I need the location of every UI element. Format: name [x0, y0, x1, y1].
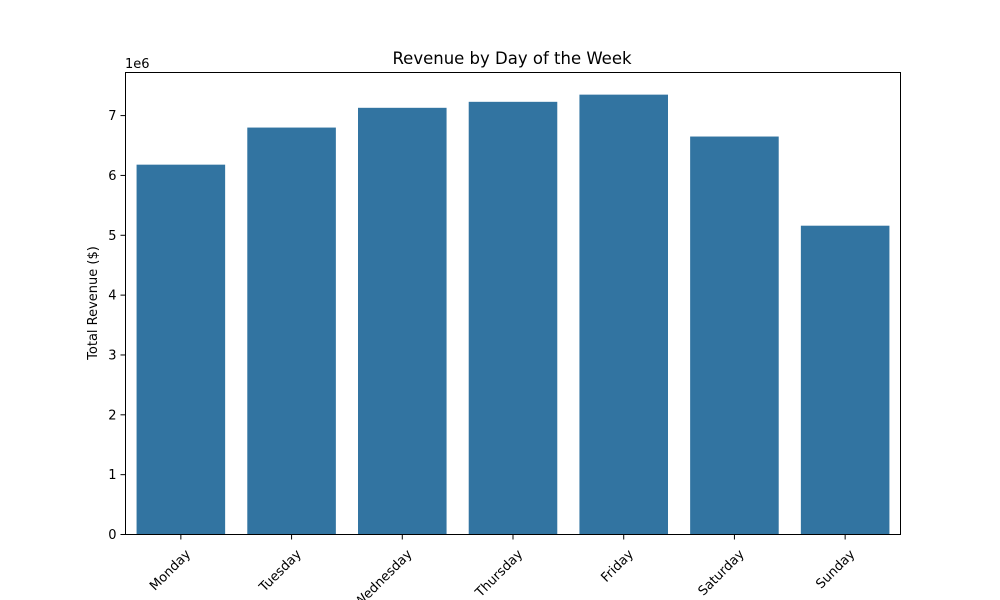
- y-tick-label: 2: [108, 408, 116, 423]
- x-tick-label-sunday: Sunday: [813, 547, 858, 592]
- y-tick-label: 3: [108, 348, 116, 363]
- y-tick-label: 4: [108, 289, 116, 304]
- y-tick-label: 7: [108, 109, 116, 124]
- y-axis-offset-label: 1e6: [125, 57, 150, 72]
- y-axis-ticks: 0 1 2 3 4 5 6 7: [108, 109, 126, 543]
- x-tick-label-saturday: Saturday: [696, 547, 748, 599]
- bar-sunday: [800, 225, 890, 535]
- x-axis-ticks: Monday Tuesday Wednesday Thursday Friday Satu…: [147, 534, 859, 600]
- x-tick-label-wednesday: Wednesday: [352, 547, 416, 600]
- y-axis-label: Total Revenue ($): [86, 246, 101, 361]
- bar-thursday: [468, 101, 558, 535]
- y-tick-label: 5: [108, 229, 116, 244]
- y-tick-label: 1: [108, 468, 116, 483]
- bar-monday: [136, 164, 226, 535]
- bar-saturday: [690, 136, 779, 535]
- x-tick-label-monday: Monday: [147, 547, 194, 594]
- chart-title: Revenue by Day of the Week: [392, 49, 632, 68]
- bar-friday: [579, 94, 668, 535]
- bars-group: [136, 94, 890, 535]
- x-tick-label-thursday: Thursday: [472, 547, 526, 600]
- y-tick-label: 6: [108, 169, 116, 184]
- y-tick-label: 0: [108, 528, 116, 543]
- x-tick-label-tuesday: Tuesday: [256, 547, 305, 596]
- x-tick-label-friday: Friday: [598, 547, 637, 586]
- plot-frame: [125, 72, 901, 535]
- bar-wednesday: [358, 107, 447, 535]
- bar-tuesday: [247, 127, 336, 535]
